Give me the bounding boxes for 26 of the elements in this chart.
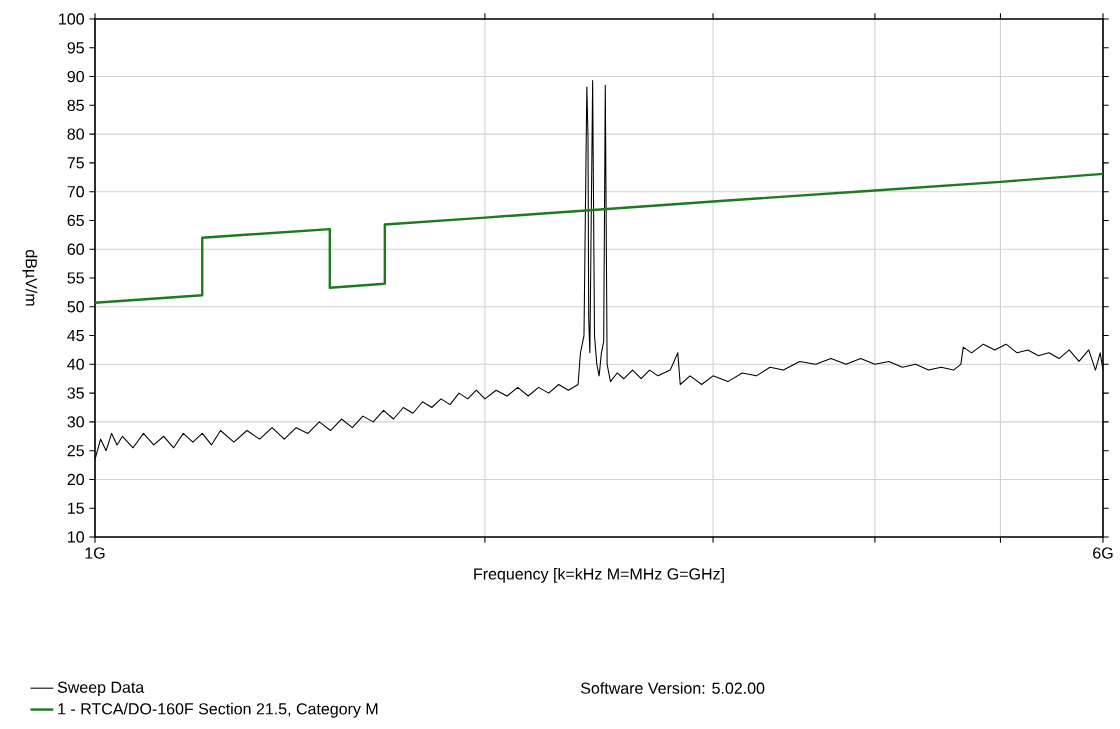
y-tick-label: 60 xyxy=(67,243,84,255)
y-tick-label: 85 xyxy=(67,99,84,111)
x-tick-label: 6G xyxy=(1093,547,1113,559)
y-tick-label: 10 xyxy=(68,531,84,543)
y-tick-label: 30 xyxy=(67,416,84,428)
y-tick-label: 65 xyxy=(67,214,84,227)
y-tick-label: 50 xyxy=(67,301,84,313)
legend-label: 1 - RTCA/DO-160F Section 21.5, Category M xyxy=(58,702,378,718)
y-tick-label: 35 xyxy=(67,387,84,399)
y-tick-label: 95 xyxy=(67,42,84,54)
y-tick-label: 80 xyxy=(67,128,84,140)
legend-label: Sweep Data xyxy=(57,681,145,697)
y-axis-title: dBµV/m xyxy=(22,250,38,306)
y-tick-label: 55 xyxy=(67,272,84,284)
y-tick-label: 25 xyxy=(67,445,84,457)
y-tick-label: 90 xyxy=(67,70,84,83)
y-tick-label: 75 xyxy=(67,157,84,169)
x-axis-title: Frequency [k=kHz M=MHz G=GHz] xyxy=(474,567,724,583)
y-tick-label: 70 xyxy=(67,186,84,198)
y-tick-label: 100 xyxy=(59,13,84,25)
text: Software Version: 5.02.00 xyxy=(581,682,765,694)
x-tick-label: 1G xyxy=(85,547,105,559)
y-tick-label: 20 xyxy=(67,473,84,486)
y-tick-label: 15 xyxy=(68,502,84,514)
y-tick-label: 40 xyxy=(67,358,84,370)
y-tick-label: 45 xyxy=(67,329,84,342)
